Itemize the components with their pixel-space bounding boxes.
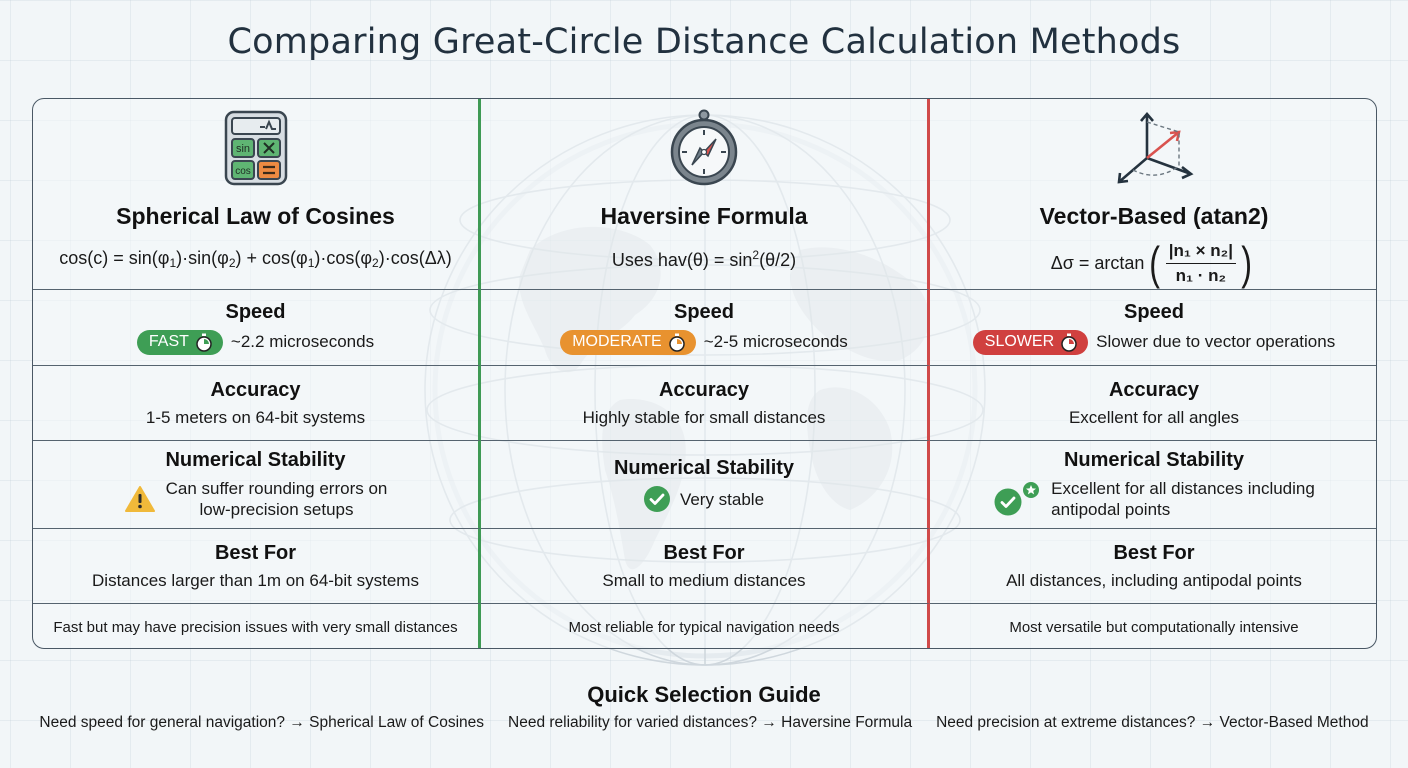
check-circle-icon — [643, 486, 670, 512]
stability-text-line1: Can suffer rounding errors on — [165, 479, 388, 498]
comparison-table: sin cos Spherical Law of Cosines cos(c) … — [32, 98, 1377, 649]
accuracy-cell: Accuracy Excellent for all angles — [930, 366, 1376, 441]
stability-text-line2: low-precision setups — [199, 500, 354, 519]
svg-text:cos: cos — [235, 166, 251, 177]
method-header-vector: Vector-Based (atan2) Δσ = arctan ( |n₁ ×… — [930, 99, 1376, 290]
guide-item: Need precision at extreme distances? → V… — [936, 714, 1369, 731]
stability-text-line1: Excellent for all distances including — [1051, 479, 1315, 498]
check-star-icon — [994, 482, 1040, 516]
stability-text-line2: antipodal points — [1051, 500, 1171, 519]
stability-text: Very stable — [679, 489, 765, 509]
bestfor-cell: Best For All distances, including antipo… — [930, 529, 1376, 604]
row-label: Numerical Stability — [165, 449, 346, 471]
stopwatch-icon — [1061, 333, 1077, 352]
speed-cell: Speed FAST ~2.2 microseconds — [33, 290, 481, 366]
method-name: Haversine Formula — [600, 203, 808, 229]
page-title: Comparing Great-Circle Distance Calculat… — [227, 22, 1181, 62]
row-label: Speed — [225, 300, 286, 323]
badge-label: MODERATE — [572, 333, 662, 350]
formula-lhs: Δσ = arctan — [1050, 252, 1145, 273]
quick-selection-guide: Need speed for general navigation? → Sph… — [0, 714, 1408, 732]
row-label: Speed — [673, 300, 735, 323]
row-label: Accuracy — [658, 378, 750, 401]
quick-selection-guide-title: Quick Selection Guide — [587, 682, 821, 707]
summary-cell: Most reliable for typical navigation nee… — [481, 604, 930, 648]
formula-numerator: |n₁ × n₂| — [1165, 241, 1236, 264]
row-label: Best For — [1113, 541, 1195, 564]
accuracy-cell: Accuracy Highly stable for small distanc… — [481, 366, 930, 441]
formula-law-of-cosines: cos(c) = sin(φ1)·sin(φ2) + cos(φ1)·cos(φ… — [59, 248, 452, 270]
accuracy-cell: Accuracy 1-5 meters on 64-bit systems — [33, 366, 481, 441]
speed-value: ~2-5 microseconds — [703, 332, 848, 351]
row-label: Numerical Stability — [1063, 449, 1245, 471]
row-label: Accuracy — [210, 378, 301, 401]
stability-cell: Numerical Stability Can suffer rounding … — [33, 441, 481, 529]
formula-fraction: |n₁ × n₂| n₁ · n₂ — [1165, 241, 1236, 286]
speed-cell: Speed SLOWER Slower due to vector operat… — [930, 290, 1376, 366]
formula-prefix: Uses hav(θ) = sin — [611, 250, 753, 270]
formula-exponent: 2 — [752, 248, 760, 262]
calculator-icon: sin cos — [224, 110, 287, 186]
row-label: Numerical Stability — [613, 457, 795, 479]
method-header-law-of-cosines: sin cos Spherical Law of Cosines cos(c) … — [33, 99, 481, 290]
svg-text:sin: sin — [235, 143, 249, 155]
warning-icon — [124, 486, 155, 512]
speed-badge: MODERATE — [560, 329, 696, 355]
summary-cell: Fast but may have precision issues with … — [33, 604, 481, 648]
speed-badge: FAST — [136, 329, 223, 355]
accuracy-value: Excellent for all angles — [1068, 407, 1240, 427]
accuracy-value: 1-5 meters on 64-bit systems — [145, 407, 366, 427]
compass-icon — [670, 109, 738, 186]
vector-axes-icon — [1117, 112, 1194, 184]
summary-cell: Most versatile but computationally inten… — [930, 604, 1376, 648]
summary-text: Most versatile but computationally inten… — [1009, 618, 1299, 636]
guide-item: Need reliability for varied distances? →… — [508, 714, 913, 731]
speed-badge: SLOWER — [972, 329, 1089, 355]
stability-cell: Numerical Stability Very stable — [481, 441, 930, 529]
stability-cell: Numerical Stability Excellent for all di… — [930, 441, 1376, 529]
method-name: Vector-Based (atan2) — [1039, 203, 1269, 229]
formula-suffix: (θ/2) — [759, 250, 797, 270]
row-label: Accuracy — [1108, 378, 1200, 401]
bestfor-cell: Best For Distances larger than 1m on 64-… — [33, 529, 481, 604]
guide-item: Need speed for general navigation? → Sph… — [39, 714, 485, 731]
accuracy-value: Highly stable for small distances — [582, 407, 826, 427]
bestfor-value: All distances, including antipodal point… — [1006, 570, 1302, 590]
speed-value: ~2.2 microseconds — [230, 332, 375, 351]
speed-cell: Speed MODERATE ~2-5 microseconds — [481, 290, 930, 366]
row-label: Speed — [1123, 300, 1185, 323]
summary-text: Fast but may have precision issues with … — [53, 618, 458, 636]
bestfor-value: Small to medium distances — [602, 570, 806, 590]
paren-close: ) — [1241, 237, 1252, 289]
bestfor-value: Distances larger than 1m on 64-bit syste… — [92, 570, 419, 590]
badge-label: FAST — [148, 333, 189, 350]
speed-value: Slower due to vector operations — [1096, 332, 1336, 351]
stopwatch-icon — [196, 333, 212, 352]
summary-text: Most reliable for typical navigation nee… — [568, 618, 840, 636]
formula-denominator: n₁ · n₂ — [1175, 265, 1227, 285]
method-name: Spherical Law of Cosines — [116, 203, 395, 229]
row-label: Best For — [214, 541, 297, 564]
formula-haversine: Uses hav(θ) = sin2(θ/2) — [612, 248, 796, 271]
bestfor-cell: Best For Small to medium distances — [481, 529, 930, 604]
formula-vector: Δσ = arctan ( |n₁ × n₂| n₁ · n₂ ) — [1051, 240, 1258, 286]
method-header-haversine: Haversine Formula Uses hav(θ) = sin2(θ/2… — [481, 99, 930, 290]
stopwatch-icon — [668, 333, 685, 352]
badge-label: SLOWER — [984, 333, 1055, 350]
row-label: Best For — [663, 541, 745, 564]
paren-open: ( — [1149, 237, 1161, 289]
